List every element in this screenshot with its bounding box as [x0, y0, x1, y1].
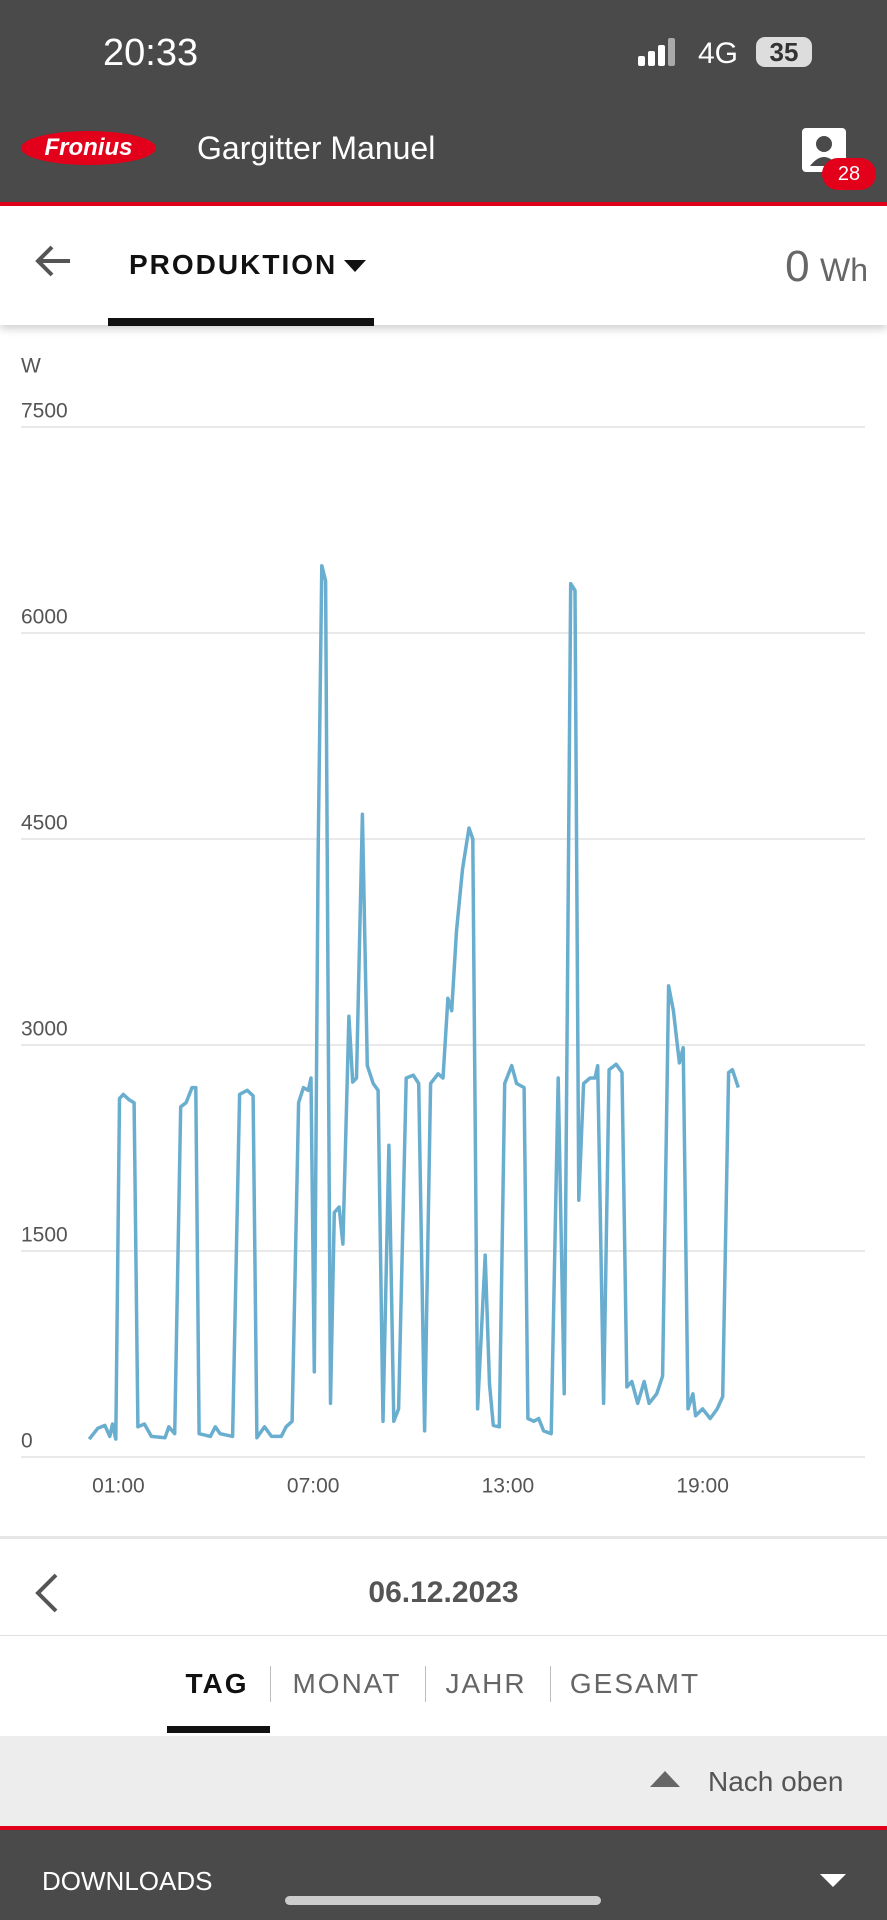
battery: 35 [756, 37, 812, 67]
production-tab[interactable]: PRODUKTION [129, 249, 338, 280]
y-tick-label: 0 [21, 1430, 33, 1453]
x-tick-label: 01:00 [92, 1475, 145, 1498]
dropdown-arrow[interactable] [344, 260, 366, 272]
tab-separator [425, 1666, 426, 1702]
signal-icon [638, 38, 675, 66]
downloads-label[interactable]: DOWNLOADS [42, 1866, 213, 1896]
home-indicator [285, 1896, 601, 1905]
notification-badge: 28 [822, 158, 876, 190]
period-tab[interactable]: JAHR [445, 1668, 527, 1699]
scroll-top-bar: Nach oben [0, 1736, 887, 1830]
brand-logo[interactable]: Fronius [21, 131, 156, 165]
production-line [87, 563, 740, 1441]
status-bar: 20:33 4G 35 [0, 0, 887, 100]
period-tab[interactable]: TAG [185, 1668, 249, 1699]
tab-separator [550, 1666, 551, 1702]
scroll-top-label[interactable]: Nach oben [708, 1766, 844, 1797]
footer-bar: DOWNLOADS [0, 1830, 887, 1920]
period-tabs: TAG MONAT JAHR GESAMT [0, 1634, 887, 1736]
total-value: 0 [785, 242, 810, 291]
back-arrow[interactable] [34, 243, 74, 279]
site-title: Gargitter Manuel [197, 130, 436, 166]
tab-bar: PRODUKTION 0 Wh [0, 206, 887, 326]
up-arrow[interactable] [650, 1771, 680, 1787]
tab-underline [108, 318, 374, 326]
production-chart: W 0 1500 3000 4500 6000 7500 01:00 07:00 13:00 19… [21, 355, 865, 1498]
x-tick-label: 19:00 [676, 1475, 729, 1498]
date-label: 06.12.2023 [368, 1576, 519, 1609]
y-tick-label: 3000 [21, 1018, 68, 1041]
period-tab[interactable]: GESAMT [569, 1668, 701, 1699]
total-energy: 0 Wh [785, 242, 868, 292]
downloads-arrow[interactable] [820, 1874, 846, 1887]
y-tick-label: 1500 [21, 1224, 68, 1247]
chart-area: W 0 1500 3000 4500 6000 7500 01:00 07:00 13:00 19… [0, 326, 887, 1536]
period-tab[interactable]: MONAT [292, 1668, 402, 1699]
date-nav: 06.12.2023 [0, 1536, 887, 1636]
clock: 20:33 [103, 32, 199, 74]
prev-date[interactable] [34, 1573, 60, 1613]
x-tick-label: 13:00 [482, 1475, 535, 1498]
tab-separator [270, 1666, 271, 1702]
y-tick-label: 7500 [21, 400, 68, 423]
app-header: Fronius Gargitter Manuel 28 [0, 100, 887, 206]
y-tick-label: 6000 [21, 606, 68, 629]
y-tick-label: 4500 [21, 812, 68, 835]
network-label: 4G [698, 37, 739, 70]
period-underline [167, 1726, 270, 1733]
x-tick-label: 07:00 [287, 1475, 340, 1498]
total-unit: Wh [820, 252, 868, 288]
y-unit: W [21, 355, 41, 378]
